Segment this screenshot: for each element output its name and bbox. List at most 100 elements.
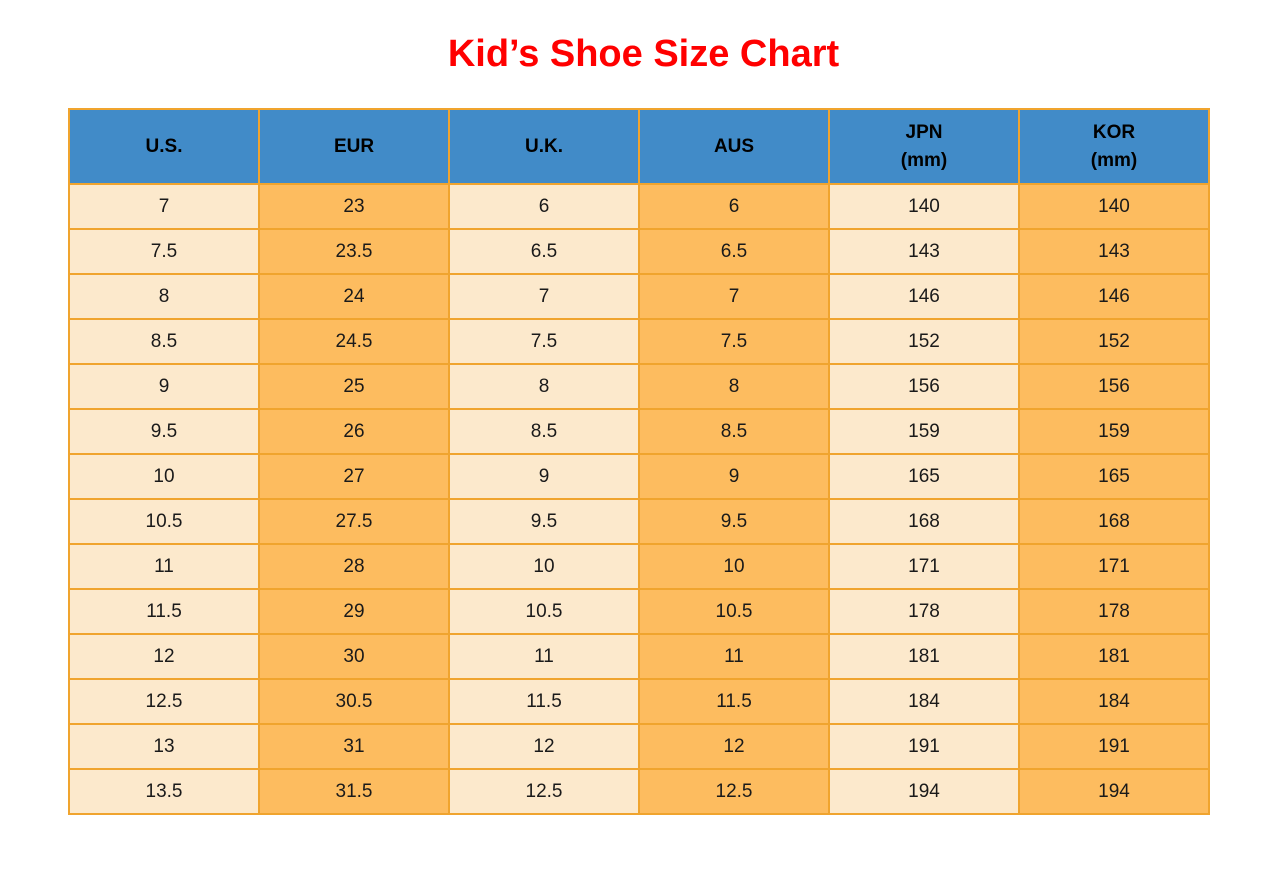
table-cell: 10.5 — [638, 588, 830, 635]
table-row: 8 24 7 7 146 146 — [68, 273, 1210, 320]
table-cell: 9 — [68, 363, 260, 410]
table-cell: 8 — [638, 363, 830, 410]
table-header-row: U.S. EUR U.K. AUS JPN (mm) KOR (mm) — [68, 108, 1210, 185]
table-cell: 8 — [68, 273, 260, 320]
table-cell: 7 — [638, 273, 830, 320]
table-cell: 11 — [638, 633, 830, 680]
table-cell: 178 — [828, 588, 1020, 635]
table-cell: 10 — [68, 453, 260, 500]
table-cell: 9 — [448, 453, 640, 500]
table-row: 10.5 27.5 9.5 9.5 168 168 — [68, 498, 1210, 545]
header-cell-jpn: JPN (mm) — [828, 108, 1020, 185]
header-cell-us: U.S. — [68, 108, 260, 185]
table-cell: 7.5 — [68, 228, 260, 275]
table-cell: 8.5 — [448, 408, 640, 455]
table-cell: 146 — [828, 273, 1020, 320]
table-cell: 24 — [258, 273, 450, 320]
table-cell: 29 — [258, 588, 450, 635]
table-cell: 191 — [1018, 723, 1210, 770]
table-cell: 13.5 — [68, 768, 260, 815]
table-row: 10 27 9 9 165 165 — [68, 453, 1210, 500]
table-cell: 10 — [638, 543, 830, 590]
table-cell: 165 — [828, 453, 1020, 500]
table-cell: 7 — [448, 273, 640, 320]
table-row: 8.5 24.5 7.5 7.5 152 152 — [68, 318, 1210, 365]
table-cell: 143 — [1018, 228, 1210, 275]
table-row: 11.5 29 10.5 10.5 178 178 — [68, 588, 1210, 635]
table-cell: 12.5 — [448, 768, 640, 815]
table-cell: 191 — [828, 723, 1020, 770]
table-cell: 7 — [68, 183, 260, 230]
table-cell: 181 — [1018, 633, 1210, 680]
shoe-size-table: U.S. EUR U.K. AUS JPN (mm) KOR (mm) 7 23 6… — [68, 108, 1210, 815]
table-cell: 12.5 — [68, 678, 260, 725]
table-cell: 11 — [68, 543, 260, 590]
page-title: Kid’s Shoe Size Chart — [447, 33, 840, 75]
table-cell: 31 — [258, 723, 450, 770]
table-cell: 6.5 — [638, 228, 830, 275]
table-cell: 168 — [828, 498, 1020, 545]
table-cell: 13 — [68, 723, 260, 770]
table-cell: 9.5 — [638, 498, 830, 545]
table-cell: 11.5 — [68, 588, 260, 635]
table-cell: 28 — [258, 543, 450, 590]
table-cell: 27.5 — [258, 498, 450, 545]
table-cell: 12 — [448, 723, 640, 770]
table-cell: 184 — [828, 678, 1020, 725]
table-cell: 23 — [258, 183, 450, 230]
table-cell: 30 — [258, 633, 450, 680]
table-row: 12 30 11 11 181 181 — [68, 633, 1210, 680]
table-body: 7 23 6 6 140 140 7.5 23.5 6.5 6.5 143 143 8 24 7 7 146 14… — [68, 183, 1210, 815]
table-cell: 24.5 — [258, 318, 450, 365]
table-cell: 8.5 — [638, 408, 830, 455]
header-cell-uk: U.K. — [448, 108, 640, 185]
table-row: 7 23 6 6 140 140 — [68, 183, 1210, 230]
table-cell: 159 — [1018, 408, 1210, 455]
table-cell: 140 — [1018, 183, 1210, 230]
table-cell: 6 — [638, 183, 830, 230]
table-cell: 143 — [828, 228, 1020, 275]
table-cell: 12.5 — [638, 768, 830, 815]
table-cell: 11 — [448, 633, 640, 680]
table-cell: 7.5 — [638, 318, 830, 365]
table-cell: 9.5 — [68, 408, 260, 455]
table-row: 9.5 26 8.5 8.5 159 159 — [68, 408, 1210, 455]
table-cell: 11.5 — [638, 678, 830, 725]
table-cell: 146 — [1018, 273, 1210, 320]
table-cell: 6.5 — [448, 228, 640, 275]
table-cell: 178 — [1018, 588, 1210, 635]
table-cell: 10.5 — [448, 588, 640, 635]
table-row: 7.5 23.5 6.5 6.5 143 143 — [68, 228, 1210, 275]
table-cell: 8.5 — [68, 318, 260, 365]
table-cell: 152 — [1018, 318, 1210, 365]
header-cell-eur: EUR — [258, 108, 450, 185]
table-row: 11 28 10 10 171 171 — [68, 543, 1210, 590]
header-cell-kor: KOR (mm) — [1018, 108, 1210, 185]
table-cell: 27 — [258, 453, 450, 500]
table-cell: 12 — [68, 633, 260, 680]
table-cell: 156 — [1018, 363, 1210, 410]
table-cell: 23.5 — [258, 228, 450, 275]
table-cell: 194 — [1018, 768, 1210, 815]
table-cell: 165 — [1018, 453, 1210, 500]
table-cell: 156 — [828, 363, 1020, 410]
table-row: 12.5 30.5 11.5 11.5 184 184 — [68, 678, 1210, 725]
table-cell: 171 — [1018, 543, 1210, 590]
table-cell: 184 — [1018, 678, 1210, 725]
table-cell: 10.5 — [68, 498, 260, 545]
table-cell: 171 — [828, 543, 1020, 590]
table-cell: 6 — [448, 183, 640, 230]
header-cell-aus: AUS — [638, 108, 830, 185]
table-cell: 11.5 — [448, 678, 640, 725]
table-cell: 26 — [258, 408, 450, 455]
table-cell: 8 — [448, 363, 640, 410]
table-header: U.S. EUR U.K. AUS JPN (mm) KOR (mm) — [68, 108, 1210, 185]
table-cell: 7.5 — [448, 318, 640, 365]
table-cell: 168 — [1018, 498, 1210, 545]
table-cell: 159 — [828, 408, 1020, 455]
table-cell: 12 — [638, 723, 830, 770]
table-cell: 10 — [448, 543, 640, 590]
table-cell: 9 — [638, 453, 830, 500]
table-cell: 181 — [828, 633, 1020, 680]
